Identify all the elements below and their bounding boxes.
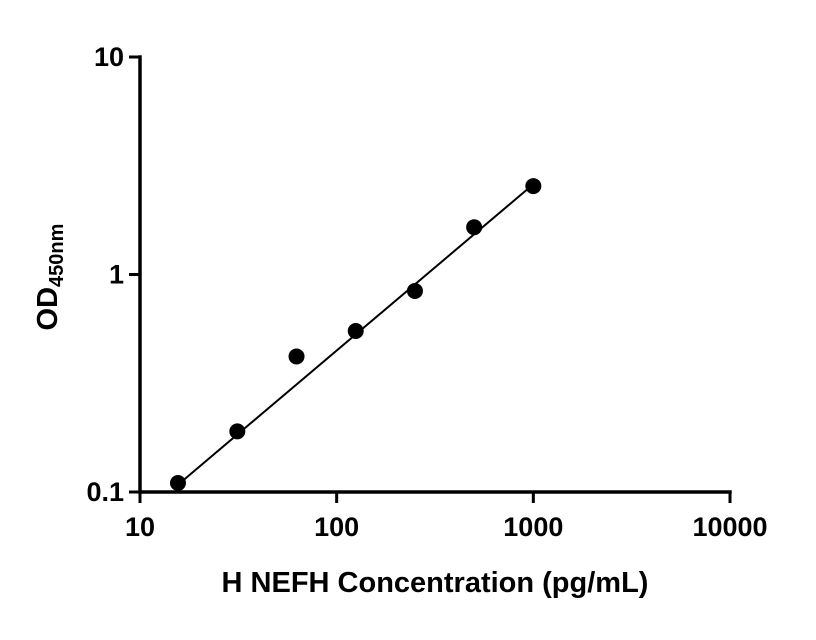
data-point (229, 423, 246, 440)
data-point (525, 178, 542, 195)
data-point (406, 282, 423, 299)
data-point (169, 474, 186, 491)
x-axis-tick-label: 10 (125, 512, 155, 542)
x-axis-tick-label: 100 (314, 512, 359, 542)
data-point (288, 348, 305, 365)
y-axis-tick-label: 10 (94, 42, 124, 72)
y-axis-title-main: OD (32, 287, 64, 331)
x-axis-tick-label: 1000 (503, 512, 563, 542)
y-axis-title: OD450nm (32, 224, 68, 331)
x-axis-tick-label: 10000 (692, 512, 767, 542)
data-point (347, 322, 364, 339)
y-axis-tick-label: 1 (109, 260, 124, 290)
y-axis-tick-label: 0.1 (86, 477, 124, 507)
y-axis-title-subscript: 450nm (46, 224, 68, 287)
data-point (466, 219, 483, 236)
x-axis-title: H NEFH Concentration (pg/mL) (222, 567, 649, 599)
